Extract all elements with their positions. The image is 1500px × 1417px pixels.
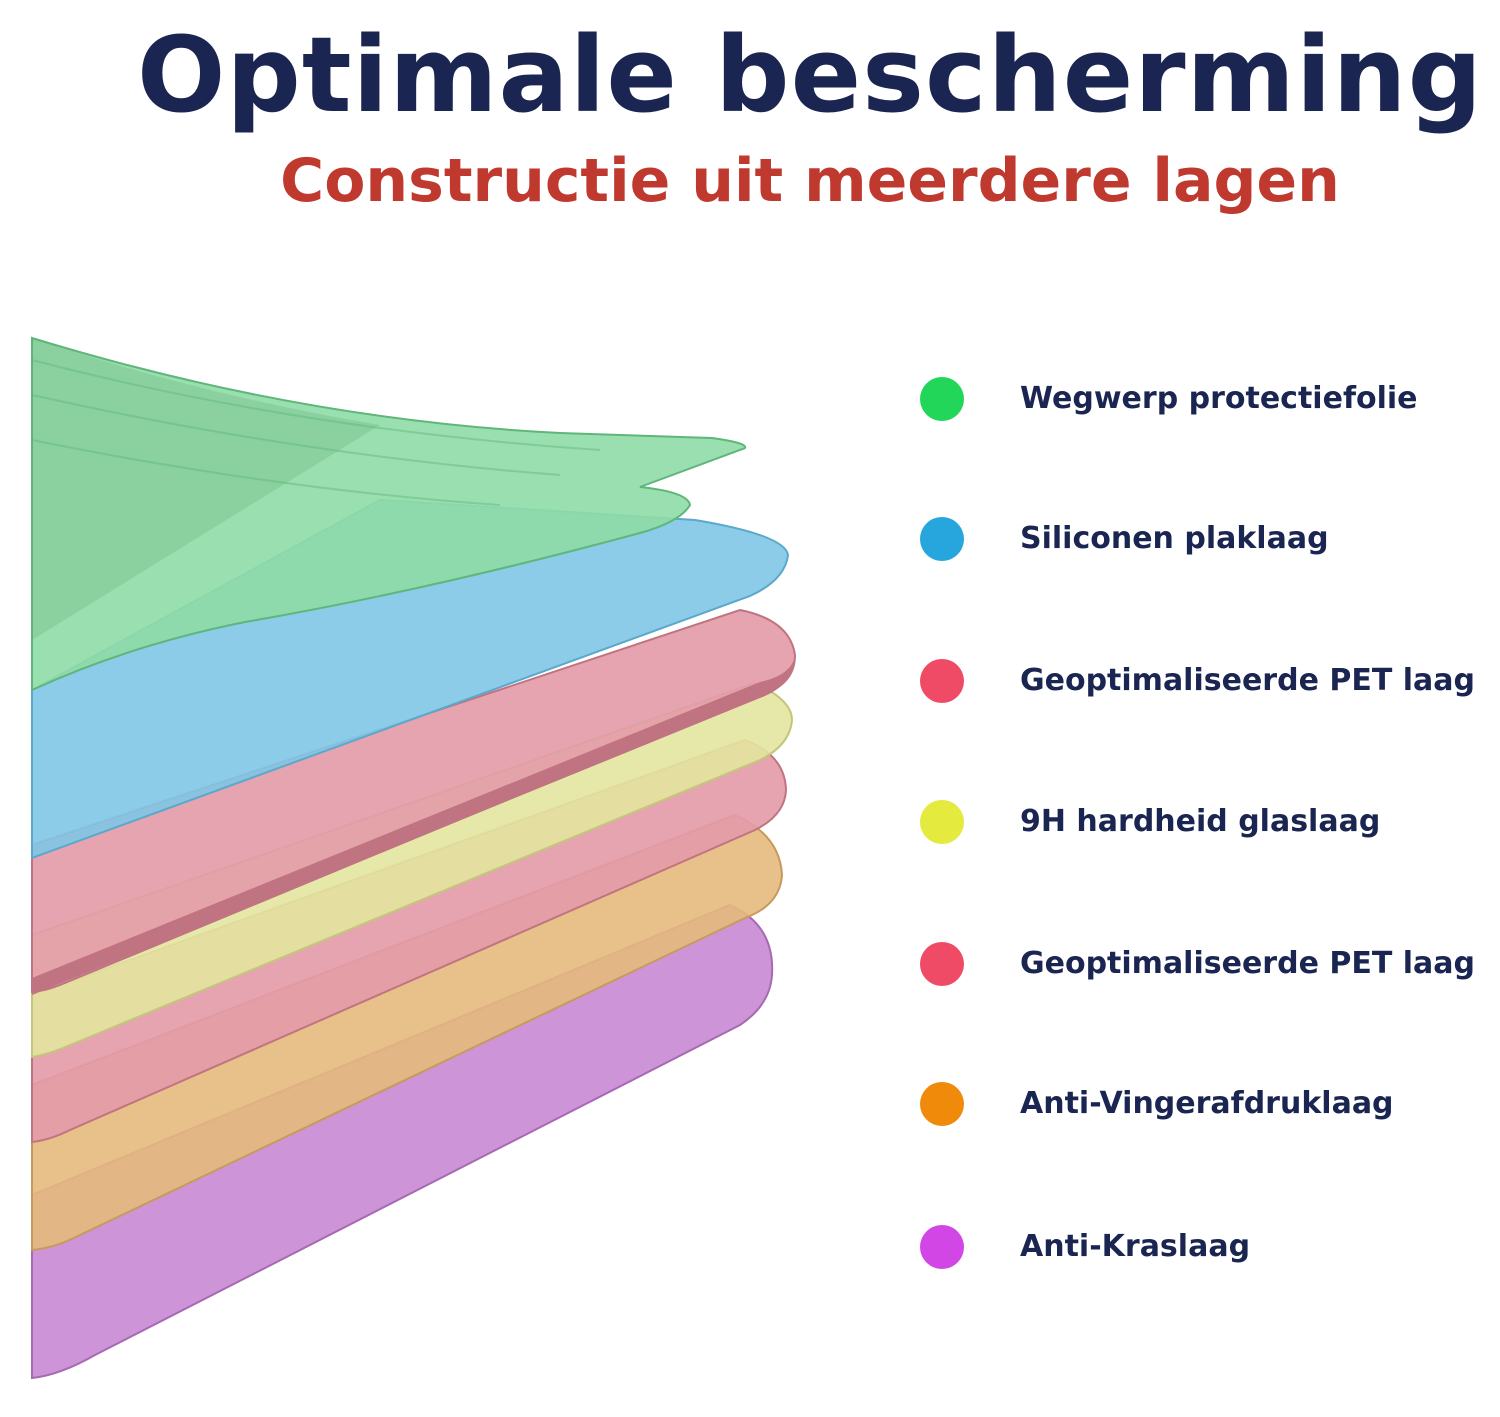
- layer-sheet-pet-upper-edge: [32, 655, 795, 995]
- legend-item-silicone: Siliconen plaklaag: [918, 516, 1498, 562]
- layer-sheet-glass: [31, 681, 794, 1059]
- film-reflection-lines: [31, 359, 601, 506]
- legend-label: Wegwerp protectiefolie: [1020, 381, 1418, 416]
- layer-sheet-film: [31, 336, 747, 692]
- legend-item-pet-upper: Geoptimaliseerde PET laag: [918, 658, 1498, 704]
- legend-label: Anti-Kraslaag: [1020, 1229, 1251, 1264]
- legend-item-disposable-film: Wegwerp protectiefolie: [918, 376, 1498, 422]
- legend-dot-purple: [920, 1225, 964, 1269]
- layer-sheet-film-shade: [32, 338, 380, 640]
- legend-item-anti-scratch: Anti-Kraslaag: [918, 1224, 1498, 1270]
- legend-dot-red: [920, 942, 964, 986]
- legend-dot-blue: [920, 517, 964, 561]
- legend-dot-red: [920, 659, 964, 703]
- layer-stack-diagram: [31, 336, 797, 1380]
- legend-dot-orange: [920, 1082, 964, 1126]
- legend-label: Anti-Vingerafdruklaag: [1020, 1086, 1394, 1121]
- legend-dot-yellow: [920, 800, 964, 844]
- legend-label: Siliconen plaklaag: [1020, 521, 1329, 556]
- page-subtitle: Constructie uit meerdere lagen: [280, 146, 1340, 216]
- layer-sheet-pet-lower: [31, 738, 788, 1144]
- layer-sheet-anti-scratch: [31, 903, 774, 1380]
- page-title: Optimale bescherming: [136, 14, 1484, 136]
- legend-item-glass: 9H hardheid glaslaag: [918, 799, 1498, 845]
- legend-item-anti-fingerprint: Anti-Vingerafdruklaag: [918, 1081, 1498, 1127]
- legend-dot-green: [920, 377, 964, 421]
- layer-sheet-anti-fingerprint: [31, 813, 784, 1252]
- legend-label: Geoptimaliseerde PET laag: [1020, 946, 1475, 981]
- legend-label: 9H hardheid glaslaag: [1020, 804, 1381, 839]
- legend-item-pet-lower: Geoptimaliseerde PET laag: [918, 941, 1498, 987]
- legend-label: Geoptimaliseerde PET laag: [1020, 663, 1475, 698]
